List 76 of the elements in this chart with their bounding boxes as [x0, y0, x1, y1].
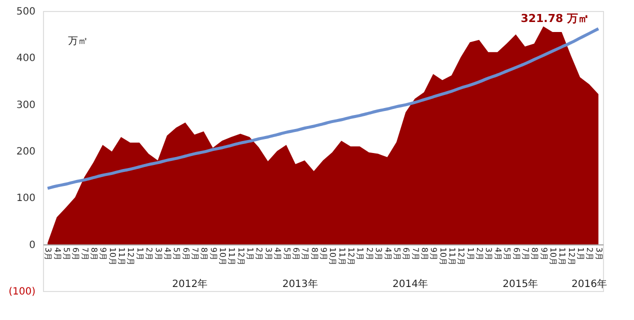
x-tick-label: 6月	[71, 247, 80, 260]
y-tick-label: 500	[16, 6, 36, 18]
x-tick-label: 10月	[548, 247, 558, 266]
x-tick-label: 1月	[135, 247, 144, 260]
x-tick-label: 5月	[62, 247, 71, 260]
y-tick-label: 0	[29, 240, 36, 251]
x-tick-label: 3月	[154, 247, 163, 260]
annotation: 2013年	[282, 278, 318, 290]
x-tick-label: 9月	[539, 247, 548, 260]
x-tick-label: 11月	[558, 247, 567, 266]
x-tick-label: 9月	[208, 247, 218, 260]
x-tick-label: 7月	[300, 247, 310, 260]
x-tick-label: 12月	[346, 247, 356, 266]
x-tick-label: 7月	[80, 247, 90, 260]
x-tick-label: 9月	[98, 247, 108, 260]
x-tick-label: 11月	[337, 247, 346, 266]
x-tick-label: 9月	[319, 247, 328, 260]
x-tick-label: 10月	[328, 247, 338, 266]
y-tick-label: 100	[16, 193, 36, 204]
x-tick-label: 10月	[108, 247, 117, 266]
x-tick-label: 3月	[484, 247, 494, 260]
x-tick-label: 2月	[144, 247, 154, 260]
x-tick-label: 9月	[429, 247, 438, 260]
x-tick-label: 6月	[181, 247, 190, 260]
x-tick-label: 7月	[410, 247, 420, 260]
x-tick-label: 4月	[52, 247, 62, 260]
y-tick-label: 200	[16, 146, 36, 158]
x-tick-label: 3月	[44, 247, 53, 260]
x-tick-label: 6月	[291, 247, 300, 260]
x-tick-label: 4月	[162, 247, 172, 260]
x-tick-label: 1月	[576, 247, 586, 260]
x-tick-label: 4月	[383, 247, 392, 260]
x-tick-label: 3月	[264, 247, 273, 260]
x-tick-label: 1月	[466, 247, 475, 260]
x-tick-label: 5月	[282, 247, 292, 260]
x-tick-label: 2月	[254, 247, 264, 260]
x-tick-label: 3月	[374, 247, 384, 260]
annotation: 2014年	[392, 278, 428, 290]
y-tick-label: 400	[16, 53, 36, 64]
x-tick-label: 12月	[566, 247, 576, 266]
x-tick-label: 7月	[190, 247, 200, 260]
x-tick-label: 4月	[493, 247, 502, 260]
x-tick-label: 2月	[475, 247, 484, 260]
x-tick-label: 10月	[218, 247, 228, 266]
x-tick-label: 6月	[512, 247, 521, 260]
annotation: 2012年	[172, 278, 208, 290]
x-tick-label: 12月	[456, 247, 466, 266]
y-tick-label: 300	[16, 100, 36, 111]
x-tick-label: 11月	[117, 247, 126, 266]
x-tick-label: 12月	[126, 247, 136, 266]
x-tick-label: 2月	[585, 247, 594, 260]
line-series	[46, 27, 600, 190]
x-tick-label: 1月	[246, 247, 255, 260]
x-tick-label: 8月	[89, 247, 98, 260]
annotation: 2015年	[502, 278, 538, 290]
x-tick-label: 11月	[227, 247, 236, 266]
x-tick-label: 5月	[392, 247, 402, 260]
x-tick-label: 2月	[364, 247, 374, 260]
x-tick-label: 5月	[172, 247, 182, 260]
annotation: 2016年	[572, 278, 607, 290]
y-axis-title: 万㎡	[68, 36, 88, 47]
x-tick-label: 6月	[402, 247, 411, 260]
x-tick-label: 8月	[310, 247, 319, 260]
x-tick-label: 8月	[200, 247, 209, 260]
x-tick-label: 8月	[420, 247, 429, 260]
x-tick-label: 12月	[236, 247, 246, 266]
x-tick-label: 4月	[273, 247, 282, 260]
annotation: 321.78 万㎡	[520, 12, 589, 25]
x-tick-label: 8月	[530, 247, 540, 260]
y-tick-label: (100)	[8, 286, 36, 298]
x-tick-label: 5月	[502, 247, 512, 260]
x-tick-label: 7月	[520, 247, 530, 260]
x-tick-label: 11月	[448, 247, 457, 266]
x-tick-label: 1月	[356, 247, 365, 260]
x-tick-label: 3月	[594, 247, 604, 260]
x-tick-label: 10月	[438, 247, 448, 266]
